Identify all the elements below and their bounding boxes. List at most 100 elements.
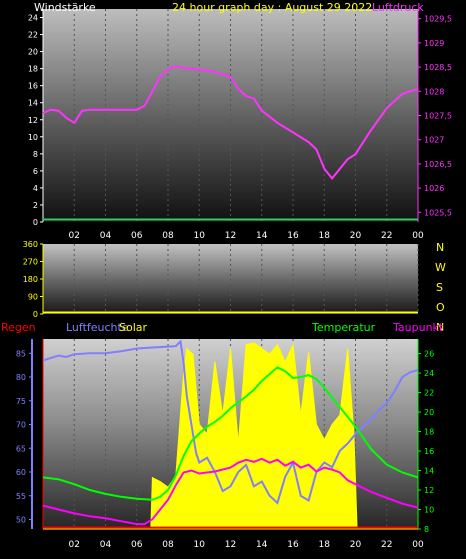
x-tick-label: 18 xyxy=(319,540,331,550)
x-tick-label: 18 xyxy=(319,231,331,241)
y-tick-label: 1026,5 xyxy=(424,160,452,169)
x-tick-label: 06 xyxy=(131,540,143,550)
direction-letter: O xyxy=(436,301,445,314)
series-line-humidity xyxy=(42,339,419,505)
y-tick-label: 180 xyxy=(23,275,38,284)
legend-dewpoint: Taupunkt xyxy=(392,321,444,334)
y-tick-label: 14 xyxy=(28,99,38,108)
header-left-label: Windstärke xyxy=(34,1,96,14)
direction-letter: S xyxy=(436,281,443,294)
direction-letters: N W S O N xyxy=(435,241,446,334)
y-tick-label: 360 xyxy=(23,240,38,249)
y-tick-label: 55 xyxy=(16,492,26,501)
y-tick-label: 16 xyxy=(28,82,38,91)
x-tick-label: 02 xyxy=(69,231,80,241)
x-tick-label: 12 xyxy=(225,231,236,241)
pressure-axis-ticks: 1025,5 1026 1026,5 1027 1027,5 1028 1028,5 1029… xyxy=(418,15,452,217)
y-tick-label: 26 xyxy=(424,350,434,359)
y-tick-label: 20 xyxy=(424,408,434,417)
y-tick-label: 65 xyxy=(16,444,26,453)
x-tick-label: 20 xyxy=(350,231,362,241)
y-tick-label: 0 xyxy=(33,310,38,319)
x-tick-label: 16 xyxy=(287,540,299,550)
grid-direction xyxy=(73,244,419,314)
series-line-pressure xyxy=(42,65,419,180)
x-axis-ticks-top: 02 04 06 08 10 12 14 16 18 20 22 00 xyxy=(69,231,424,241)
y-tick-label: 20 xyxy=(28,48,38,57)
y-tick-label: 24 xyxy=(28,14,38,23)
temperature-axis-ticks: 8 10 12 14 16 18 20 22 24 26 xyxy=(418,350,434,534)
x-tick-label: 06 xyxy=(131,231,143,241)
legend-rain: Regen xyxy=(1,321,36,334)
y-tick-label: 18 xyxy=(28,65,38,74)
x-tick-label: 00 xyxy=(412,540,424,550)
y-tick-label: 16 xyxy=(424,447,434,456)
direction-axis-ticks: 0 90 180 270 360 xyxy=(23,240,43,319)
x-tick-label: 10 xyxy=(194,540,206,550)
y-tick-label: 1028 xyxy=(424,87,444,96)
y-tick-label: 22 xyxy=(28,31,38,40)
y-tick-label: 1025,5 xyxy=(424,208,452,217)
x-tick-label: 22 xyxy=(381,231,392,241)
x-tick-label: 22 xyxy=(381,540,392,550)
y-tick-label: 270 xyxy=(23,258,38,267)
y-tick-label: 22 xyxy=(424,389,434,398)
y-tick-label: 8 xyxy=(424,525,429,534)
y-tick-label: 60 xyxy=(16,468,26,477)
y-tick-label: 18 xyxy=(424,428,434,437)
x-tick-label: 00 xyxy=(412,231,424,241)
x-tick-label: 14 xyxy=(256,231,268,241)
series-pressure-panel xyxy=(42,65,419,221)
x-tick-label: 08 xyxy=(162,540,174,550)
y-tick-label: 10 xyxy=(424,506,434,515)
y-tick-label: 10 xyxy=(28,133,38,142)
x-tick-label: 02 xyxy=(69,540,80,550)
y-tick-label: 80 xyxy=(16,373,26,382)
direction-letter: W xyxy=(435,261,446,274)
x-tick-label: 20 xyxy=(350,540,362,550)
y-tick-label: 75 xyxy=(16,397,26,406)
legend-temperature: Temperatur xyxy=(311,321,376,334)
y-tick-label: 1028,5 xyxy=(424,63,452,72)
y-tick-label: 6 xyxy=(33,167,38,176)
legend-solar: Solar xyxy=(119,321,148,334)
y-tick-label: 4 xyxy=(33,184,38,193)
x-axis-ticks-bottom: 02 04 06 08 10 12 14 16 18 20 22 00 xyxy=(69,540,424,550)
y-tick-label: 90 xyxy=(28,293,38,302)
y-tick-label: 85 xyxy=(16,349,26,358)
header-right-label: Luftdruck xyxy=(372,1,424,14)
y-tick-label: 14 xyxy=(424,467,434,476)
series-line-temperature xyxy=(42,366,419,501)
y-tick-label: 50 xyxy=(16,516,26,525)
x-tick-label: 08 xyxy=(162,231,174,241)
y-tick-label: 70 xyxy=(16,421,26,430)
y-tick-label: 2 xyxy=(33,201,38,210)
y-tick-label: 0 xyxy=(33,218,38,227)
series-temperature-panel xyxy=(42,339,419,530)
header-title: 24 hour graph day : August 29 2022 xyxy=(172,1,372,14)
humidity-axis-ticks: 50 55 60 65 70 75 80 85 xyxy=(16,349,32,525)
y-tick-label: 1029 xyxy=(424,39,444,48)
x-tick-label: 14 xyxy=(256,540,268,550)
series-line-dewpoint xyxy=(42,457,419,526)
direction-letter: N xyxy=(436,321,444,334)
x-tick-label: 16 xyxy=(287,231,299,241)
y-tick-label: 12 xyxy=(424,486,434,495)
y-tick-label: 1029,5 xyxy=(424,15,452,24)
x-tick-label: 04 xyxy=(100,231,112,241)
y-tick-label: 24 xyxy=(424,369,434,378)
series-area-solar xyxy=(43,342,418,530)
y-tick-label: 12 xyxy=(28,116,38,125)
y-tick-label: 1027 xyxy=(424,136,444,145)
legend-humidity: Luftfeuchte xyxy=(66,321,129,334)
x-tick-label: 10 xyxy=(194,231,206,241)
y-tick-label: 8 xyxy=(33,150,38,159)
x-tick-label: 04 xyxy=(100,540,112,550)
y-tick-label: 1027,5 xyxy=(424,112,452,121)
x-tick-label: 12 xyxy=(225,540,236,550)
y-tick-label: 1026 xyxy=(424,184,444,193)
direction-letter: N xyxy=(436,241,444,254)
